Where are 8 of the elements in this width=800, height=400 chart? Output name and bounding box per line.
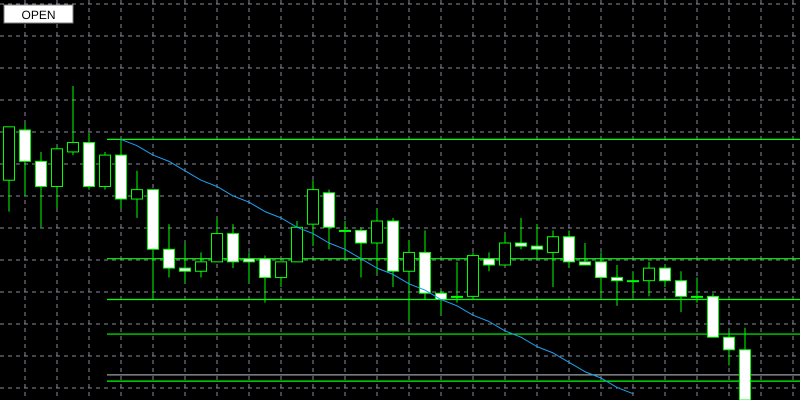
candlestick — [131, 170, 143, 218]
candlestick — [643, 261, 655, 297]
candlestick — [627, 270, 639, 297]
candlestick — [659, 264, 671, 288]
candlestick — [515, 217, 527, 250]
candlestick — [275, 261, 287, 288]
text: OPEN — [21, 8, 56, 22]
candlestick — [67, 86, 79, 156]
